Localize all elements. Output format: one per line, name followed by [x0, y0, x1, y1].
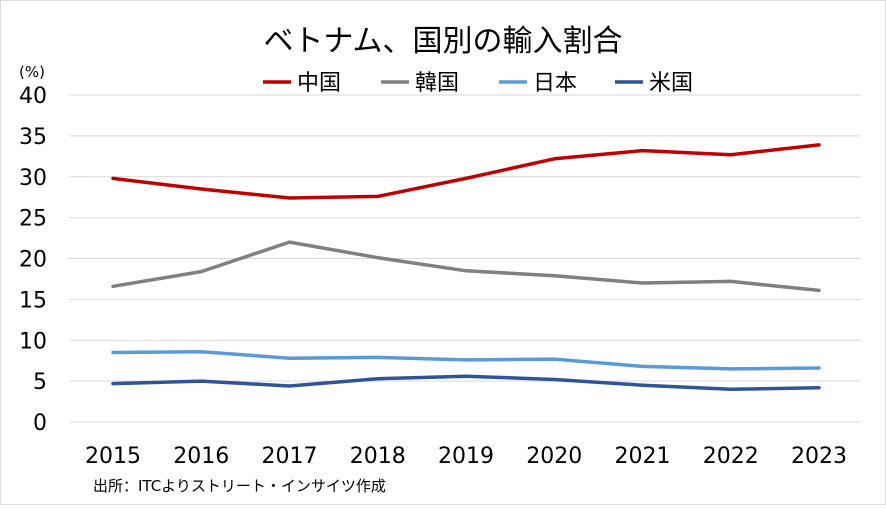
y-tick-label: 20 — [19, 248, 47, 273]
legend-label: 韓国 — [415, 71, 459, 96]
y-tick-label: 10 — [19, 329, 47, 354]
series-line-0 — [111, 143, 821, 200]
y-tick-label: 15 — [19, 288, 47, 313]
x-tick-label: 2016 — [173, 444, 229, 469]
y-tick-label: 0 — [33, 411, 47, 436]
series-line-3 — [111, 374, 821, 392]
source-note: 出所：ITCよりストリート・インサイツ作成 — [93, 477, 386, 495]
x-axis-ticks: 2015 2016 2017 2018 2019 2020 2021 2022 2023 — [85, 444, 847, 469]
y-tick-label: 35 — [19, 125, 47, 150]
x-tick-label: 2020 — [526, 444, 582, 469]
y-tick-label: 5 — [33, 370, 47, 395]
x-tick-label: 2015 — [85, 444, 141, 469]
y-tick-label: 25 — [19, 207, 47, 232]
chart-title: ベトナム、国別の輸入割合 — [263, 24, 622, 59]
x-tick-label: 2021 — [615, 444, 671, 469]
series-line-1 — [111, 240, 821, 293]
y-tick-label: 40 — [19, 84, 47, 109]
x-tick-label: 2023 — [791, 444, 847, 469]
x-tick-label: 2019 — [438, 444, 494, 469]
series-lines — [111, 143, 821, 392]
series-line-2 — [111, 349, 821, 371]
legend-label: 中国 — [297, 71, 341, 96]
legend: 中国 韓国 日本 米国 — [263, 71, 693, 96]
legend-label: 日本 — [533, 71, 577, 96]
y-axis-ticks: 0 5 10 15 20 25 30 35 40 — [19, 84, 47, 436]
y-axis-unit-label: (%) — [19, 63, 45, 81]
gridlines — [69, 94, 861, 423]
x-tick-label: 2017 — [262, 444, 318, 469]
y-tick-label: 30 — [19, 166, 47, 191]
x-tick-label: 2018 — [350, 444, 406, 469]
legend-label: 米国 — [649, 71, 693, 96]
x-tick-label: 2022 — [703, 444, 759, 469]
